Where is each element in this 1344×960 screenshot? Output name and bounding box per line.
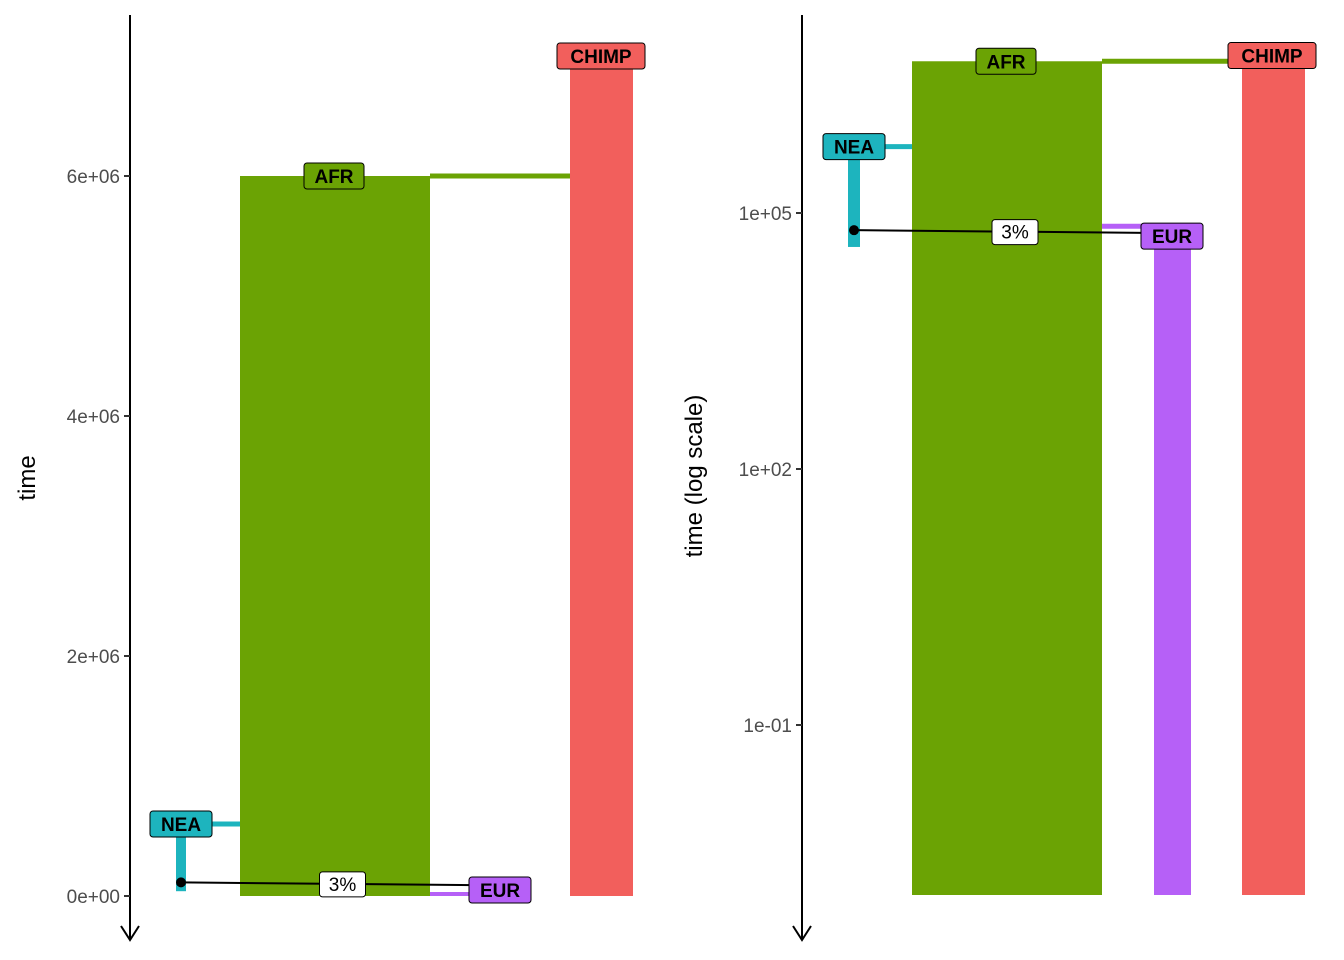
y-tick-label: 1e+02	[739, 460, 792, 481]
y-tick-label: 2e+06	[67, 647, 120, 668]
population-label-chimp: CHIMP	[1241, 47, 1303, 68]
population-label-box-afr	[303, 162, 365, 190]
gene-flow-source-dot	[176, 877, 186, 888]
y-axis-title: time (log scale)	[681, 395, 708, 558]
y-tick-label: 6e+06	[67, 167, 120, 188]
population-bar-eur	[1154, 226, 1191, 895]
population-label-eur: EUR	[1152, 227, 1192, 248]
population-label-nea: NEA	[161, 815, 201, 836]
population-label-nea: NEA	[834, 138, 874, 159]
population-label-afr: AFR	[986, 52, 1025, 73]
y-tick-label: 4e+06	[67, 407, 120, 428]
population-bar-nea	[848, 146, 860, 247]
population-label-box-nea	[149, 810, 213, 838]
population-label-box-chimp	[1227, 42, 1317, 70]
population-label-box-afr	[975, 47, 1037, 75]
gene-flow-label-box	[991, 219, 1039, 246]
gene-flow-rate-label: 3%	[1001, 223, 1029, 244]
gene-flow-source-dot	[849, 225, 859, 236]
panel-linear-time: 3% CHIMP AFR NEA EUR 0e+00 2e+06 4e+06 6e+06 time	[14, 15, 646, 942]
y-tick-label: 1e+05	[739, 204, 792, 225]
population-bar-chimp	[570, 56, 633, 896]
population-label-box-chimp	[556, 42, 646, 70]
y-axis-arrowhead	[792, 925, 812, 942]
gene-flow-label-box	[319, 871, 366, 898]
y-axis-title: time	[14, 455, 41, 500]
population-bar-afr	[240, 176, 430, 896]
panel-log-time: 3% CHIMP AFR NEA EUR 1e-01 1e+02 1e+05 time (log…	[681, 15, 1317, 942]
y-tick-label: 0e+00	[67, 887, 120, 908]
population-label-box-nea	[822, 133, 886, 161]
population-label-chimp: CHIMP	[570, 47, 632, 68]
population-label-eur: EUR	[480, 881, 520, 902]
population-bar-chimp	[1242, 55, 1305, 895]
population-label-box-eur	[1140, 222, 1204, 250]
population-label-afr: AFR	[314, 167, 353, 188]
y-tick-label: 1e-01	[743, 716, 792, 737]
gene-flow-rate-label: 3%	[329, 875, 357, 896]
population-bar-nea	[176, 824, 186, 892]
y-axis-arrowhead	[120, 925, 140, 942]
population-label-box-eur	[468, 876, 532, 904]
population-bar-afr	[912, 61, 1102, 896]
